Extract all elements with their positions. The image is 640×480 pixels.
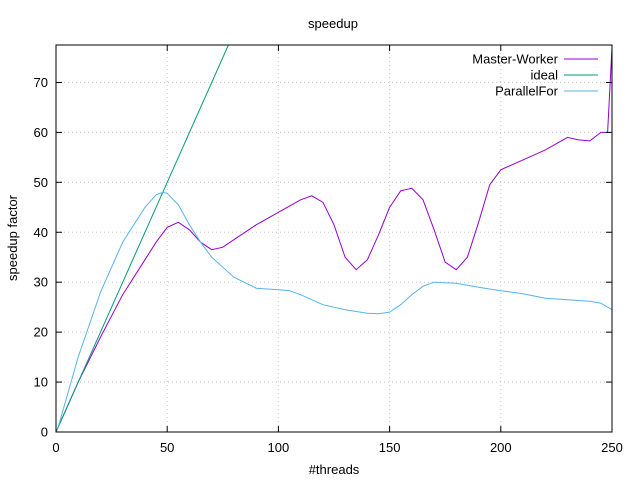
series-layer — [56, 45, 612, 432]
x-axis-label: #threads — [309, 462, 360, 477]
series-line-ideal — [56, 45, 229, 432]
y-axis-label: speedup factor — [5, 194, 20, 281]
x-tick-label: 50 — [160, 440, 174, 455]
y-tick-label: 60 — [34, 125, 48, 140]
y-tick-label: 0 — [41, 425, 48, 440]
series-line-master-worker — [57, 47, 612, 428]
y-tick-label: 50 — [34, 175, 48, 190]
legend-label-ideal: ideal — [531, 68, 559, 83]
plot-frame — [55, 44, 613, 433]
grid-lines — [56, 45, 612, 432]
x-tick-label: 200 — [490, 440, 512, 455]
legend-label-parallelfor: ParallelFor — [495, 84, 559, 99]
series-line-parallelfor — [57, 191, 612, 428]
y-tick-label: 70 — [34, 75, 48, 90]
axis-ticks: 0 50 100 150 200 250 0 10 20 30 40 50 60 70 — [34, 45, 623, 455]
x-tick-label: 100 — [268, 440, 290, 455]
x-tick-label: 0 — [52, 440, 59, 455]
y-tick-label: 10 — [34, 375, 48, 390]
x-tick-label: 250 — [601, 440, 623, 455]
chart-title: speedup — [308, 16, 358, 31]
y-tick-label: 20 — [34, 325, 48, 340]
y-tick-label: 40 — [34, 225, 48, 240]
x-tick-label: 150 — [379, 440, 401, 455]
legend-label-master-worker: Master-Worker — [472, 52, 558, 67]
y-tick-label: 30 — [34, 275, 48, 290]
